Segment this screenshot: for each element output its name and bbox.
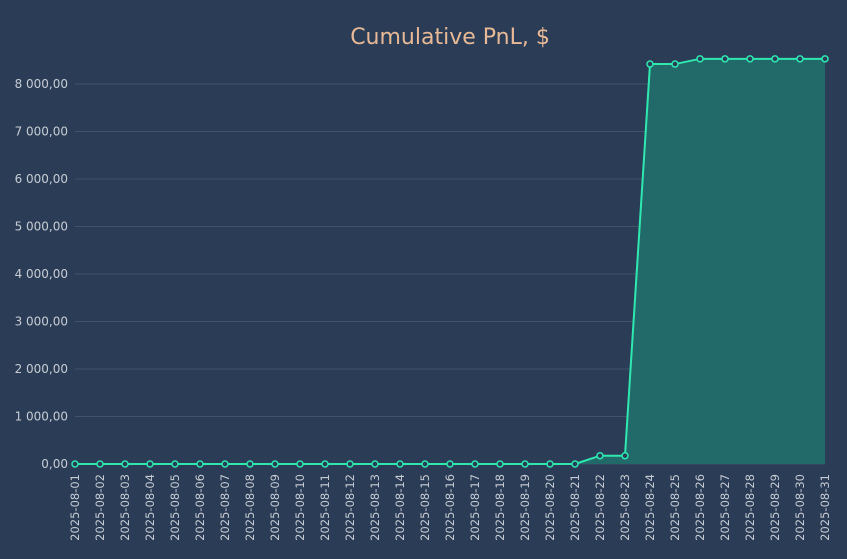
data-point	[646, 60, 654, 68]
data-point	[571, 460, 579, 468]
x-tick-label: 2025-08-17	[468, 474, 482, 541]
x-tick-label: 2025-08-22	[593, 474, 607, 541]
x-tick-label: 2025-08-18	[493, 474, 507, 541]
data-point	[196, 460, 204, 468]
data-point	[471, 460, 479, 468]
y-tick-label: 3 000,00	[15, 315, 68, 329]
x-tick-label: 2025-08-25	[668, 474, 682, 541]
y-tick-label: 6 000,00	[15, 172, 68, 186]
data-point	[796, 55, 804, 63]
data-point	[121, 460, 129, 468]
data-points	[71, 55, 829, 468]
y-tick-label: 2 000,00	[15, 362, 68, 376]
x-tick-label: 2025-08-11	[318, 474, 332, 541]
grid-lines	[75, 83, 825, 465]
data-point	[721, 55, 729, 63]
x-tick-label: 2025-08-29	[768, 474, 782, 541]
data-point	[821, 55, 829, 63]
data-point	[396, 460, 404, 468]
x-tick-label: 2025-08-24	[643, 474, 657, 541]
data-point	[71, 460, 79, 468]
data-point	[221, 460, 229, 468]
x-tick-label: 2025-08-31	[818, 474, 832, 541]
y-axis: 0,00 1 000,00 2 000,00 3 000,00 4 000,00 5 00…	[15, 77, 68, 471]
x-tick-label: 2025-08-16	[443, 474, 457, 541]
x-tick-label: 2025-08-05	[168, 474, 182, 541]
x-tick-label: 2025-08-26	[693, 474, 707, 541]
data-point	[696, 55, 704, 63]
y-tick-label: 1 000,00	[15, 410, 68, 424]
x-tick-label: 2025-08-30	[793, 474, 807, 541]
data-point	[771, 55, 779, 63]
x-tick-label: 2025-08-14	[393, 474, 407, 541]
x-tick-label: 2025-08-04	[143, 474, 157, 541]
x-tick-label: 2025-08-02	[93, 474, 107, 541]
data-point	[521, 460, 529, 468]
x-tick-label: 2025-08-13	[368, 474, 382, 541]
data-point	[421, 460, 429, 468]
x-tick-label: 2025-08-21	[568, 474, 582, 541]
x-tick-label: 2025-08-12	[343, 474, 357, 541]
data-point	[296, 460, 304, 468]
data-point	[596, 451, 604, 460]
chart-title: Cumulative PnL, $	[350, 25, 550, 50]
data-point	[621, 451, 629, 460]
x-tick-label: 2025-08-01	[68, 474, 82, 541]
data-point	[96, 460, 104, 468]
x-tick-label: 2025-08-27	[718, 474, 732, 541]
data-point	[546, 460, 554, 468]
data-point	[246, 460, 254, 468]
x-tick-label: 2025-08-15	[418, 474, 432, 541]
y-tick-label: 8 000,00	[15, 77, 68, 91]
data-point	[746, 55, 754, 63]
data-point	[146, 460, 154, 468]
data-point	[271, 460, 279, 468]
x-tick-label: 2025-08-07	[218, 474, 232, 541]
data-point	[671, 60, 679, 68]
x-tick-label: 2025-08-20	[543, 474, 557, 541]
data-point	[371, 460, 379, 468]
y-tick-label: 0,00	[41, 457, 68, 471]
x-tick-label: 2025-08-09	[268, 474, 282, 541]
data-point	[496, 460, 504, 468]
data-point	[171, 460, 179, 468]
x-tick-label: 2025-08-03	[118, 474, 132, 541]
series-area	[75, 58, 825, 464]
x-axis: 2025-08-01 2025-08-02 2025-08-03 2025-08-04…	[68, 474, 832, 541]
data-point	[346, 460, 354, 468]
x-tick-label: 2025-08-10	[293, 474, 307, 541]
data-point	[446, 460, 454, 468]
y-tick-label: 7 000,00	[15, 125, 68, 139]
y-tick-label: 4 000,00	[15, 267, 68, 281]
y-tick-label: 5 000,00	[15, 220, 68, 234]
x-tick-label: 2025-08-28	[743, 474, 757, 541]
x-tick-label: 2025-08-23	[618, 474, 632, 541]
x-tick-label: 2025-08-06	[193, 474, 207, 541]
x-tick-label: 2025-08-08	[243, 474, 257, 541]
x-tick-label: 2025-08-19	[518, 474, 532, 541]
data-point	[321, 460, 329, 468]
